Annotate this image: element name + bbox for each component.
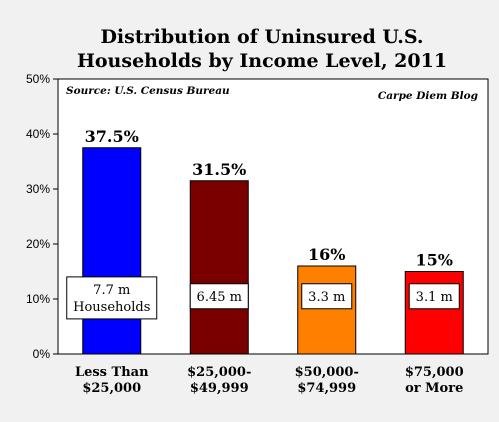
x-category-label: $74,999 <box>297 381 356 396</box>
household-count-label: 6.45 m <box>197 290 242 305</box>
bar-value-label: 16% <box>308 245 345 264</box>
y-tick-label: 50% <box>26 72 50 86</box>
household-count-label: 7.7 m <box>93 283 130 298</box>
bar-value-label: 15% <box>416 251 453 270</box>
household-count-box <box>301 283 353 310</box>
household-count-label: 3.3 m <box>308 290 345 305</box>
bar <box>297 265 357 355</box>
credit-note: Carpe Diem Blog <box>378 90 478 102</box>
bar-series: 37.5% 7.7 m Households 31.5% 6.45 m 16% 3.3 m 1… <box>66 127 464 355</box>
chart-title-line-2: Households by Income Level, 2011 <box>77 50 447 72</box>
x-category-label: Less Than <box>75 365 149 380</box>
bar-value-label: 37.5% <box>85 127 139 146</box>
household-count-label: Households <box>73 300 150 315</box>
y-tick-label: 20% <box>26 237 50 251</box>
household-count-box <box>189 283 249 310</box>
x-category-label: $25,000 <box>82 381 141 396</box>
x-category-label: $49,999 <box>190 381 249 396</box>
y-axis: 0% 10% 20% 30% 40% 50% <box>26 72 58 361</box>
source-note: Source: U.S. Census Bureau <box>66 85 230 97</box>
household-count-label: 3.1 m <box>416 290 453 305</box>
household-count-box <box>66 276 158 320</box>
x-category-label: or More <box>405 381 463 396</box>
household-count-box <box>408 283 460 310</box>
x-category-label: $75,000 <box>405 365 464 380</box>
y-tick-label: 10% <box>26 292 50 306</box>
y-tick-label: 30% <box>26 182 50 196</box>
x-category-label: $50,000- <box>295 365 359 380</box>
y-tick-label: 0% <box>33 347 51 361</box>
x-category-label: $25,000- <box>187 365 251 380</box>
chart-title-line-1: Distribution of Uninsured U.S. <box>100 26 423 48</box>
y-tick-label: 40% <box>26 127 50 141</box>
x-axis-labels: Less Than$25,000$25,000-$49,999$50,000-$… <box>75 365 464 396</box>
bar <box>189 180 249 355</box>
bar <box>82 147 142 355</box>
bar-value-label: 31.5% <box>192 160 246 179</box>
